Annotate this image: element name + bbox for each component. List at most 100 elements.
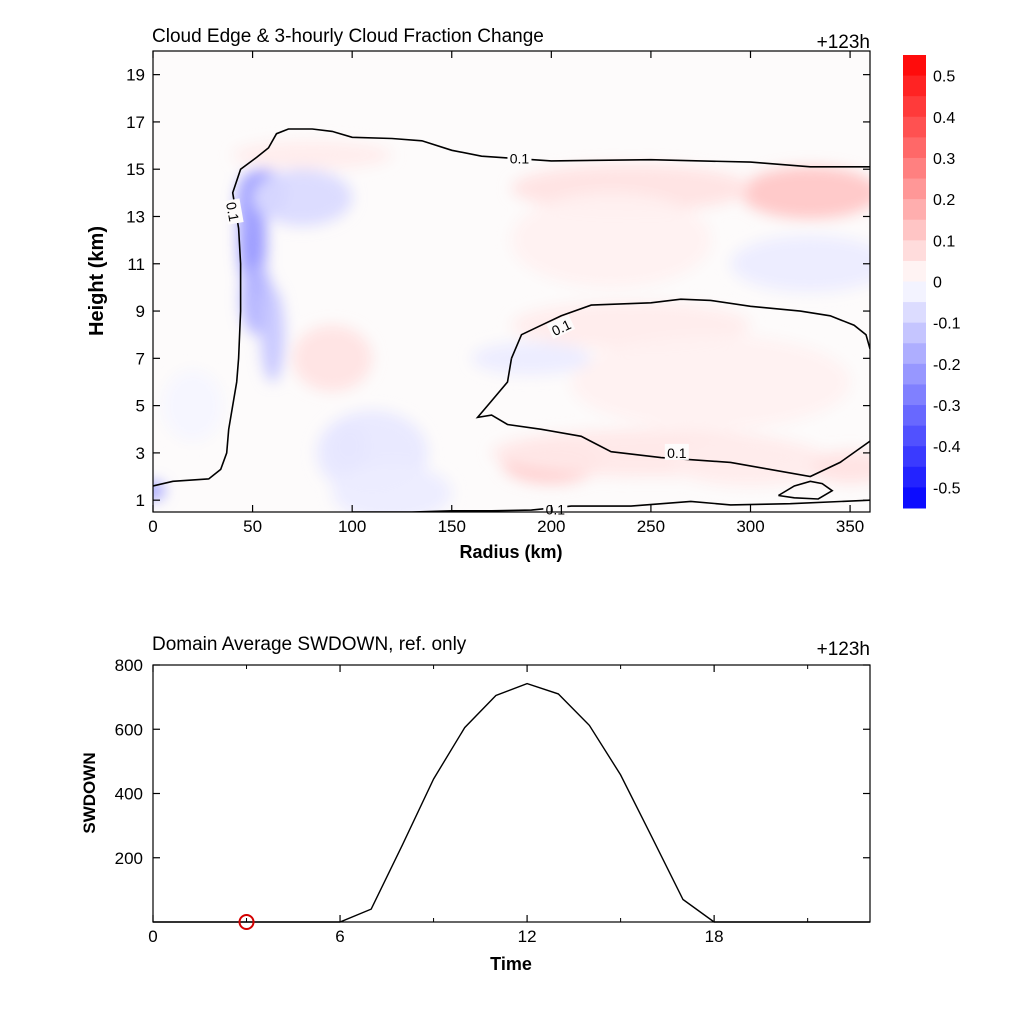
heatmap-x-label: Radius (km) <box>459 542 562 562</box>
contour-line <box>153 128 870 487</box>
contour-label: 0.1 <box>546 314 576 340</box>
colorbar-segment <box>903 302 926 324</box>
field-blob <box>571 334 851 430</box>
contour-label-text: 0.1 <box>549 316 574 339</box>
field-blob <box>471 341 592 375</box>
colorbar-tick-label: 0.1 <box>933 233 955 250</box>
contour-line <box>475 358 870 478</box>
y-tick-label: 9 <box>136 302 145 321</box>
colorbar-tick-label: 0.5 <box>933 69 955 86</box>
y-tick-label: 5 <box>136 397 145 416</box>
current-time-marker <box>238 914 255 930</box>
y-tick-label: 17 <box>126 113 145 132</box>
colorbar-segment <box>903 178 926 200</box>
colorbar-tick-label: -0.1 <box>933 316 961 333</box>
colorbar-segment <box>903 343 926 365</box>
colorbar-segment <box>903 260 926 282</box>
colorbar-segment <box>903 384 926 406</box>
x-tick-label: 0 <box>148 517 157 536</box>
colorbar-segment <box>903 425 926 447</box>
field-blob <box>292 325 373 392</box>
swdown-line <box>153 682 870 923</box>
colorbar-tick-label: 0.4 <box>933 110 955 127</box>
field-blob <box>162 370 223 442</box>
line-x-axis: 0 6 12 18 <box>148 665 809 946</box>
field-blob <box>511 192 711 288</box>
field-blob <box>670 438 831 486</box>
heatmap-field <box>153 140 870 512</box>
colorbar-segment <box>903 466 926 488</box>
swdown-line-chart: Domain Average SWDOWN, ref. only +123h 0… <box>80 634 871 974</box>
x-tick-label: 6 <box>335 927 344 946</box>
colorbar-segment <box>903 487 926 509</box>
contour-line <box>510 298 870 359</box>
y-tick-label: 19 <box>126 66 145 85</box>
contour-line <box>352 499 870 512</box>
colorbar-segment <box>903 157 926 180</box>
field-blob <box>810 450 870 484</box>
x-tick-label: 300 <box>736 517 764 536</box>
x-tick-label: 350 <box>836 517 864 536</box>
colorbar-tick-label: -0.5 <box>933 480 961 497</box>
colorbar-segment <box>903 322 926 344</box>
contour-label: 0.1 <box>664 443 689 461</box>
field-blob <box>260 287 285 382</box>
colorbar-segment <box>903 75 926 97</box>
y-tick-label: 13 <box>126 207 145 226</box>
colorbar-segment <box>903 55 926 77</box>
y-tick-label: 800 <box>115 656 143 675</box>
y-tick-label: 600 <box>115 720 143 739</box>
line-x-label: Time <box>490 954 532 974</box>
field-blob <box>252 169 353 226</box>
colorbar-segment <box>903 219 926 241</box>
colorbar-segment <box>903 281 926 303</box>
colorbar-segment <box>903 405 926 427</box>
colorbar-tick-label: 0 <box>933 275 942 292</box>
colorbar-segment <box>903 240 926 262</box>
colorbar-segment <box>903 137 926 159</box>
field-blobs <box>153 140 870 512</box>
y-tick-label: 3 <box>136 444 145 463</box>
y-tick-label: 1 <box>136 491 145 510</box>
contour-label: 0.1 <box>507 149 532 167</box>
line-time-label: +123h <box>817 639 870 660</box>
heatmap-frame <box>152 50 871 513</box>
x-tick-label: 0 <box>148 927 157 946</box>
y-tick-label: 200 <box>115 849 143 868</box>
contour-line <box>777 480 834 500</box>
heatmap-chart: Cloud Edge & 3-hourly Cloud Fraction Cha… <box>86 26 961 562</box>
contour-label-text: 0.1 <box>223 201 242 223</box>
field-blob <box>740 166 870 219</box>
x-tick-label: 250 <box>637 517 665 536</box>
y-tick-label: 7 <box>136 349 145 368</box>
colorbar-tick-label: -0.2 <box>933 357 961 374</box>
x-tick-label: 12 <box>518 927 537 946</box>
y-tick-label: 11 <box>127 255 145 274</box>
colorbar-tick-label: 0.3 <box>933 151 955 168</box>
y-tick-label: 400 <box>115 785 143 804</box>
contour-label: 0.1 <box>543 500 568 518</box>
colorbar-segment <box>903 116 926 138</box>
contour-label: 0.1 <box>223 198 244 225</box>
colorbar: 0.5 0.4 0.3 0.2 0.1 0 -0.1 -0.2 -0.3 -0.4 -0.5 <box>903 55 961 509</box>
colorbar-segment <box>903 446 926 468</box>
heatmap-time-label: +123h <box>817 32 870 53</box>
x-tick-label: 50 <box>243 517 262 536</box>
field-blob <box>332 464 452 512</box>
colorbar-segment <box>903 363 926 385</box>
heatmap-y-label: Height (km) <box>86 226 108 336</box>
line-plot-frame <box>152 664 871 923</box>
field-blob <box>730 235 870 293</box>
x-tick-label: 100 <box>338 517 366 536</box>
colorbar-tick-label: 0.2 <box>933 192 955 209</box>
x-tick-label: 150 <box>438 517 466 536</box>
x-tick-label: 200 <box>537 517 565 536</box>
colorbar-segment <box>903 96 926 118</box>
colorbar-tick-label: -0.4 <box>933 439 961 456</box>
line-series <box>153 682 870 930</box>
line-y-label: SWDOWN <box>80 752 99 833</box>
line-y-axis: 200 400 600 800 <box>115 656 870 868</box>
contour-label-text: 0.1 <box>546 502 566 518</box>
contour-labels: 0.1 0.1 0.1 0.1 0.1 <box>223 149 689 518</box>
